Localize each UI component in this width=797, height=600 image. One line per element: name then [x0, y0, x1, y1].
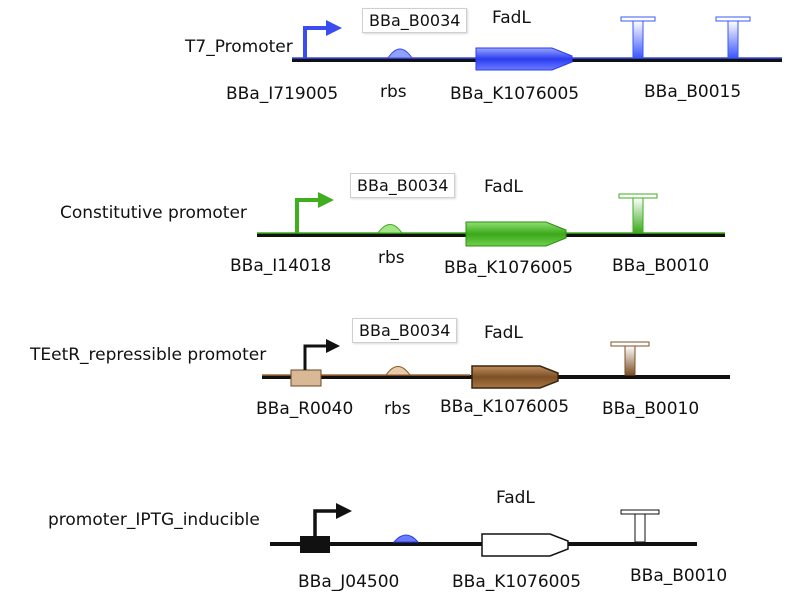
promoter-arrow-icon	[313, 509, 340, 536]
construct-1	[292, 16, 782, 71]
terminator-icon	[715, 16, 751, 59]
promoter-part-label: BBa_J04500	[298, 572, 400, 592]
cds-part-label: BBa_K1076005	[440, 397, 570, 417]
rbs-dome-icon	[385, 366, 411, 376]
promoter-part-label: BBa_I14018	[230, 256, 332, 276]
construct-3	[262, 339, 730, 389]
promoter-name-label: Constitutive promoter	[60, 203, 247, 223]
cds-arrow-icon	[475, 47, 573, 71]
rbs-dome-icon	[377, 224, 403, 234]
cds-part-label: BBa_K1076005	[452, 572, 582, 592]
rbs-label: rbs	[380, 82, 407, 102]
promoter-part-label: BBa_I719005	[226, 84, 339, 104]
gene-label: FadL	[484, 177, 523, 197]
promoter-part-label: BBa_R0040	[256, 399, 354, 419]
promoter-name-label: T7_Promoter	[185, 37, 293, 57]
promoter-arrow-icon	[295, 198, 322, 233]
promoter-name-label: promoter_IPTG_inducible	[48, 510, 260, 530]
operator-box-icon	[300, 536, 330, 553]
rbs-part-box: BBa_B0034	[362, 8, 468, 33]
cds-arrow-icon	[465, 221, 567, 247]
promoter-arrow-icon	[303, 26, 330, 58]
promoter-arrowhead-icon	[336, 503, 352, 519]
terminator-icon	[620, 16, 656, 59]
cds-arrow-icon	[471, 365, 559, 389]
construct-4	[270, 503, 697, 557]
promoter-name-label: TEetR_repressible promoter	[30, 345, 267, 365]
promoter-arrow-icon	[303, 344, 330, 370]
promoter-arrowhead-icon	[318, 192, 334, 208]
rbs-dome-icon	[387, 48, 413, 59]
cds-arrow-icon	[481, 533, 569, 557]
rbs-part-box: BBa_B0034	[350, 173, 456, 198]
terminator-icon	[620, 509, 660, 543]
promoter-arrowhead-icon	[326, 20, 342, 36]
terminator-icon	[618, 193, 658, 234]
terminator-part-label: BBa_B0015	[644, 82, 742, 102]
terminator-icon	[610, 341, 650, 376]
construct-2	[257, 192, 725, 247]
cds-part-label: BBa_K1076005	[444, 258, 574, 278]
rbs-label: rbs	[384, 399, 411, 419]
gene-label: FadL	[492, 8, 531, 28]
rbs-part-box: BBa_B0034	[352, 318, 458, 343]
gene-label: FadL	[484, 323, 523, 343]
terminator-part-label: BBa_B0010	[630, 566, 728, 586]
rbs-dome-icon	[392, 534, 420, 543]
cds-part-label: BBa_K1076005	[450, 84, 580, 104]
rbs-label: rbs	[378, 248, 405, 268]
terminator-part-label: BBa_B0010	[602, 399, 700, 419]
terminator-part-label: BBa_B0010	[612, 256, 710, 276]
operator-box-icon	[290, 369, 322, 387]
promoter-arrowhead-icon	[326, 339, 340, 353]
gene-label: FadL	[496, 488, 535, 508]
